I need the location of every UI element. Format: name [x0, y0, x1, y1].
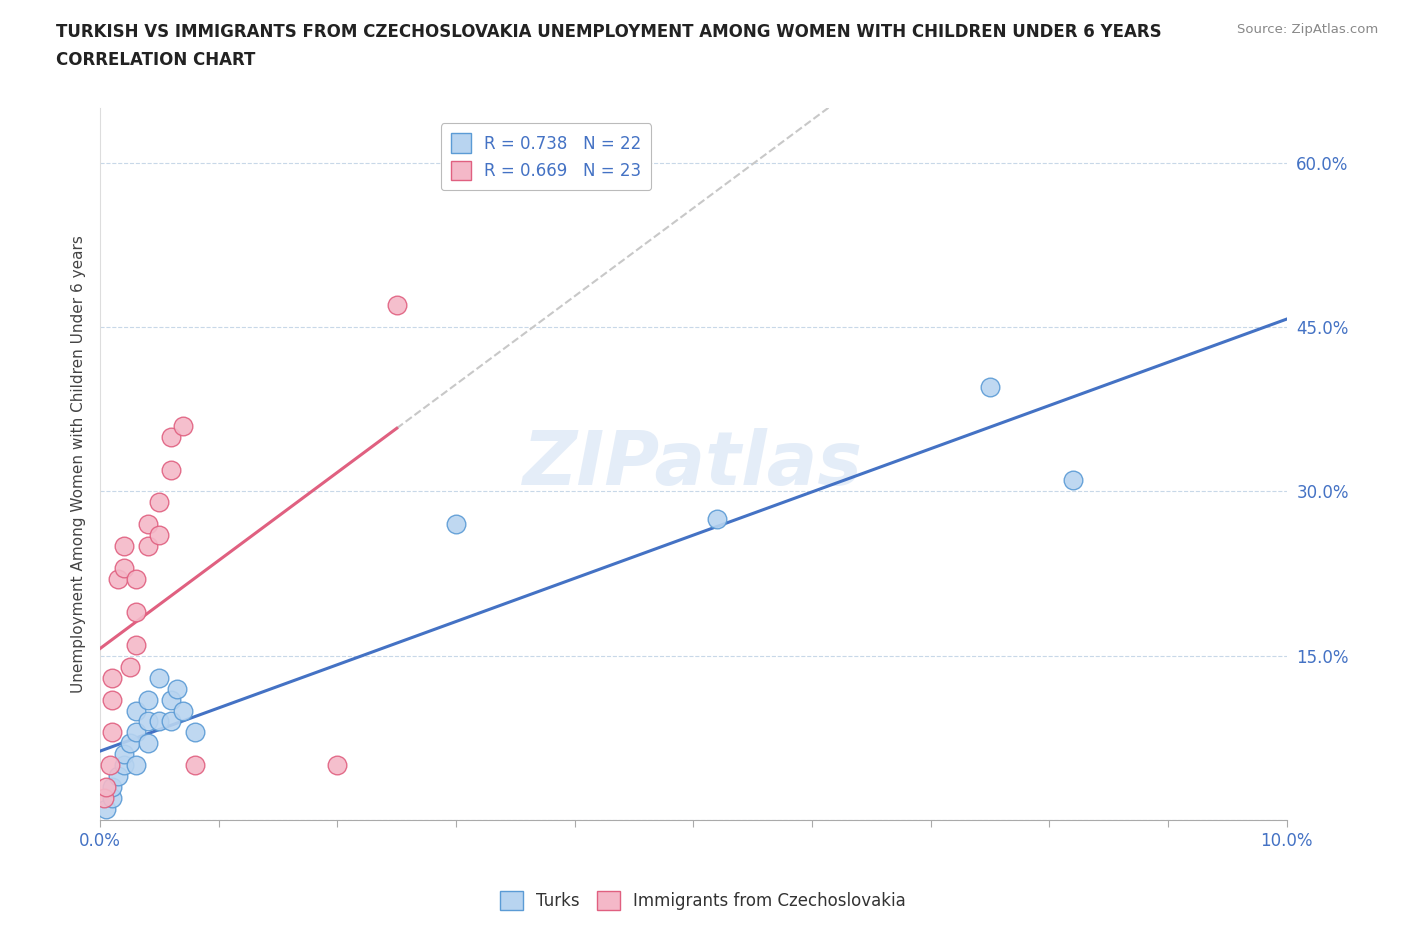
Point [112, 561, 135, 576]
Point [118, 736, 141, 751]
Point [125, 572, 148, 587]
Point [184, 725, 207, 740]
Point [136, 736, 159, 751]
Point [112, 747, 135, 762]
Point [148, 495, 170, 510]
Point [148, 714, 170, 729]
Point [148, 528, 170, 543]
Point [101, 790, 124, 805]
Point [125, 758, 148, 773]
Point [112, 758, 135, 773]
Y-axis label: Unemployment Among Women with Children Under 6 years: Unemployment Among Women with Children U… [72, 235, 86, 693]
Point [125, 703, 148, 718]
Point [1062, 473, 1084, 488]
Point [160, 714, 183, 729]
Text: Source: ZipAtlas.com: Source: ZipAtlas.com [1237, 23, 1378, 36]
Point [444, 517, 467, 532]
Point [125, 637, 148, 652]
Text: ZIPatlas: ZIPatlas [523, 428, 863, 500]
Point [160, 430, 183, 445]
Point [125, 725, 148, 740]
Point [136, 538, 159, 553]
Point [101, 671, 124, 685]
Point [706, 512, 728, 526]
Text: CORRELATION CHART: CORRELATION CHART [56, 51, 256, 69]
Point [101, 692, 124, 707]
Point [107, 572, 129, 587]
Point [136, 714, 159, 729]
Point [93, 790, 115, 805]
Point [166, 681, 188, 696]
Point [136, 692, 159, 707]
Text: TURKISH VS IMMIGRANTS FROM CZECHOSLOVAKIA UNEMPLOYMENT AMONG WOMEN WITH CHILDREN: TURKISH VS IMMIGRANTS FROM CZECHOSLOVAKI… [56, 23, 1161, 41]
Legend: R = 0.738   N = 22, R = 0.669   N = 23: R = 0.738 N = 22, R = 0.669 N = 23 [440, 124, 651, 191]
Point [160, 462, 183, 477]
Point [326, 758, 349, 773]
Point [107, 769, 129, 784]
Point [94, 779, 117, 794]
Point [136, 517, 159, 532]
Point [148, 671, 170, 685]
Point [125, 604, 148, 619]
Point [94, 802, 117, 817]
Point [184, 758, 207, 773]
Point [101, 779, 124, 794]
Point [112, 538, 135, 553]
Point [172, 703, 194, 718]
Point [118, 659, 141, 674]
Point [172, 418, 194, 433]
Point [385, 298, 408, 312]
Legend: Turks, Immigrants from Czechoslovakia: Turks, Immigrants from Czechoslovakia [494, 884, 912, 917]
Point [160, 692, 183, 707]
Point [98, 758, 121, 773]
Point [101, 725, 124, 740]
Point [979, 380, 1001, 395]
